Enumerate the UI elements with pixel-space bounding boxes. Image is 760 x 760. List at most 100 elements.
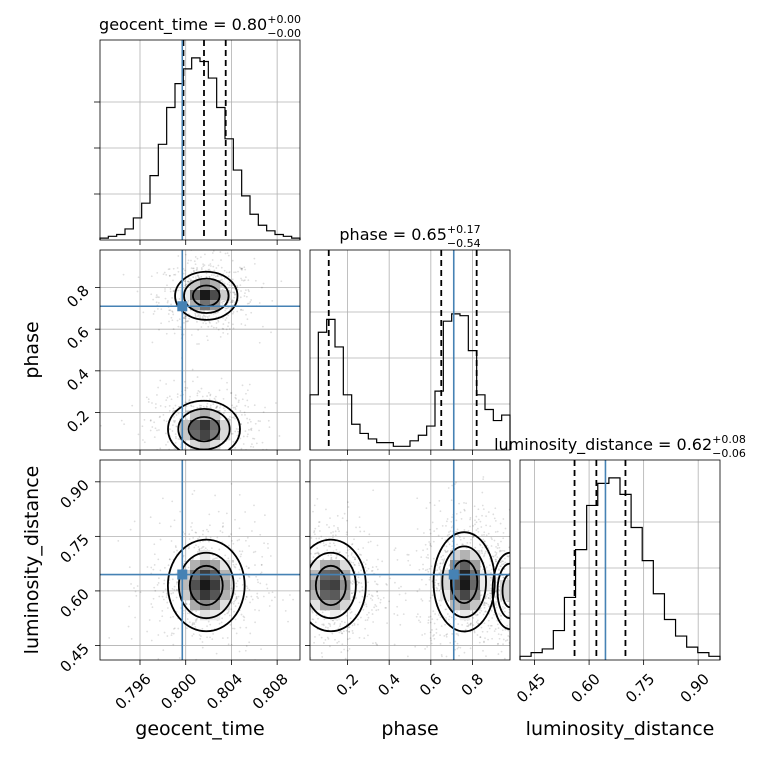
scatter-point [150,603,153,605]
scatter-point [258,341,261,344]
scatter-point [199,256,202,259]
scatter-point [171,632,173,635]
density-cell [340,590,351,601]
scatter-point [243,266,246,269]
density-cell [220,560,231,571]
scatter-point [483,606,486,609]
scatter-point [254,279,257,282]
scatter-point [192,276,195,279]
scatter-point [427,621,430,624]
scatter-point [472,535,475,538]
scatter-point [354,556,356,559]
scatter-point [159,569,162,572]
scatter-point [158,595,161,598]
scatter-point [244,430,247,433]
scatter-point [471,611,474,614]
scatter-point [243,452,245,454]
scatter-point [515,583,517,585]
scatter-point [166,301,169,304]
scatter-point [240,323,243,325]
scatter-point [332,692,334,694]
scatter-point [351,543,354,545]
contour-luminosity_distance_vs_phase-mode2-level2 [501,573,510,609]
scatter-point [248,428,250,431]
scatter-point [375,605,378,608]
scatter-point [415,549,418,552]
density-cell [200,300,211,311]
scatter-point [366,619,369,621]
scatter-point [351,543,353,546]
scatter-point [174,545,177,547]
scatter-point [205,668,207,670]
scatter-point [221,531,224,534]
scatter-point [234,417,236,420]
scatter-point [336,663,338,665]
scatter-point [154,403,157,405]
scatter-point [248,576,251,578]
scatter-point [169,525,172,528]
scatter-point [192,537,195,539]
scatter-point [188,538,191,540]
scatter-point [193,622,196,624]
scatter-point [502,532,505,534]
scatter-point [244,324,247,327]
scatter-point [225,307,228,310]
scatter-point [228,281,231,284]
scatter-point [367,611,370,614]
scatter-point [346,549,349,552]
scatter-point [192,405,195,408]
scatter-point [165,332,168,335]
scatter-point [213,274,215,277]
scatter-point [253,257,256,260]
scatter-point [381,560,384,563]
scatter-point [332,536,334,539]
scatter-point [345,533,348,536]
scatter-point [173,585,176,588]
scatter-point [445,633,448,636]
scatter-point [234,618,237,621]
scatter-point [230,533,232,536]
scatter-point [186,262,189,265]
scatter-point [190,267,193,270]
scatter-point [233,271,235,274]
scatter-point [305,621,307,623]
scatter-point [198,312,201,315]
xtick-label-phase-0: 0.2 [333,670,363,700]
scatter-point [489,597,492,600]
scatter-point [329,542,331,545]
scatter-point [356,580,359,583]
scatter-point [200,387,203,390]
scatter-point [120,419,123,422]
scatter-point [253,404,256,407]
ytick-label-phase-3: 0.8 [63,282,93,312]
scatter-point [143,441,146,444]
scatter-point [190,278,192,281]
scatter-point [304,549,306,551]
density-cell [200,290,211,301]
scatter-point [241,268,243,271]
panel-inner-phase_vs_geocent_time [100,250,300,455]
scatter-point [150,639,153,642]
scatter-point [312,556,315,558]
scatter-point [224,307,227,310]
scatter-point [375,643,378,646]
scatter-point [458,536,461,539]
scatter-point [152,568,155,571]
scatter-point [442,561,445,564]
scatter-point [232,323,234,326]
density-cell [200,580,211,591]
scatter-point [157,577,160,580]
scatter-point [350,611,353,613]
scatter-point [173,627,175,630]
scatter-point [156,296,159,298]
scatter-point [184,386,187,389]
scatter-point [467,625,470,628]
scatter-point [474,519,476,522]
scatter-point [123,423,126,426]
scatter-point [302,615,304,617]
scatter-point [332,550,335,553]
scatter-point [174,453,176,455]
scatter-point [480,609,483,612]
scatter-point [375,609,378,612]
